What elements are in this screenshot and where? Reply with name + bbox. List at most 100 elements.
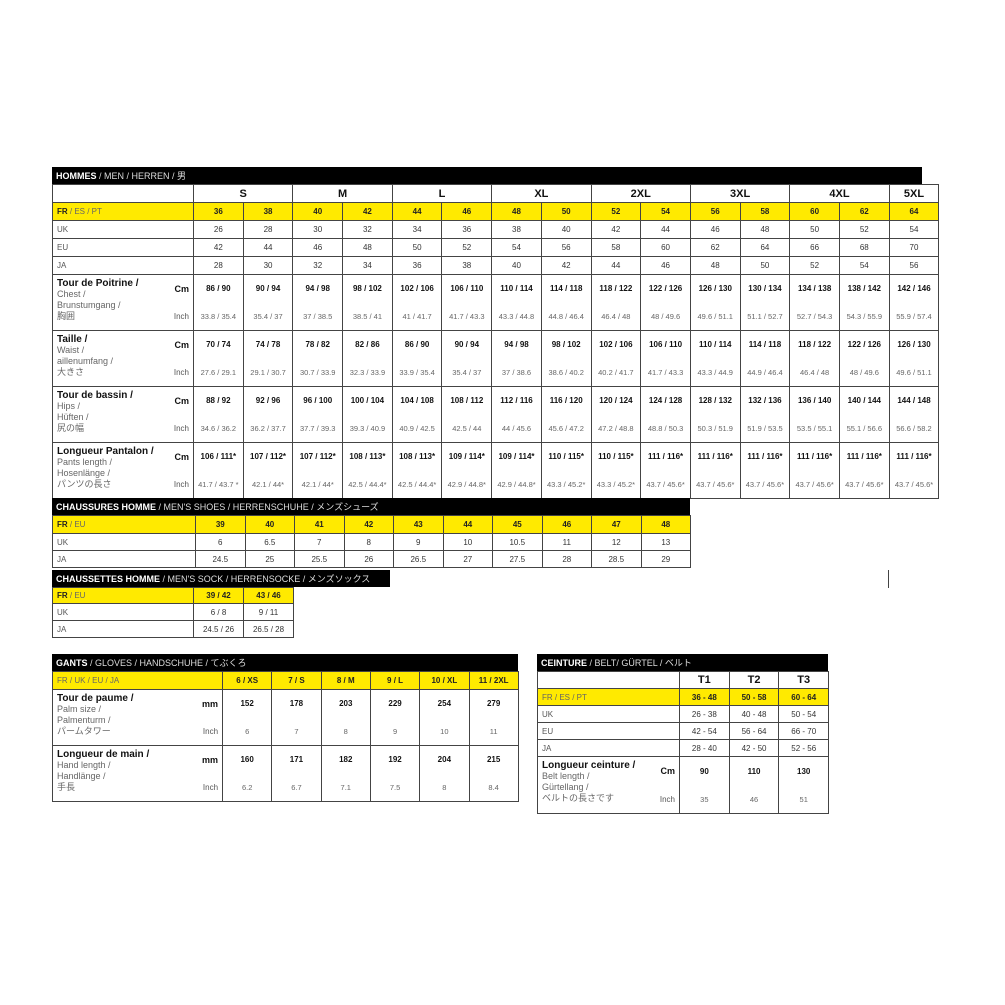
- shoes-title-main: CHAUSSURES HOMME: [56, 502, 157, 512]
- socks-title: CHAUSSETTES HOMME / MEN'S SOCK / HERRENS…: [52, 570, 390, 587]
- size-row-uk: UK 26 - 38 40 - 48 50 - 54: [537, 705, 830, 723]
- measure-cell: 130: [778, 756, 830, 785]
- size-cell: 26 - 38: [679, 705, 730, 723]
- measure-cell: 35.4 / 37: [441, 358, 493, 387]
- size-cell: 66: [789, 238, 840, 257]
- fr-size-cell: 44: [391, 202, 443, 221]
- size-cell: 52: [789, 256, 840, 275]
- measure-row: Tour de bassin / Hips / Hüften / 尻の幅 Cm 88 / …: [52, 386, 940, 443]
- size-cell: 34: [342, 256, 393, 275]
- measure-cell: 55.1 / 56.6: [838, 414, 890, 443]
- measure-cell: 44 / 45.6: [491, 414, 542, 443]
- measure-label-line: Tour de Poitrine /: [57, 278, 139, 289]
- measure-cell: 171: [271, 745, 322, 774]
- measure-cell: 109 / 114*: [441, 442, 493, 471]
- fr-size-cell: 7 / S: [271, 671, 322, 690]
- row-label: UK: [537, 705, 680, 723]
- size-cell: 36: [391, 256, 443, 275]
- size-cell: 24.5 / 26: [193, 620, 245, 638]
- measure-cell: 37 / 38.5: [292, 302, 344, 331]
- measure-cell: 49.6 / 51.1: [888, 358, 940, 387]
- size-cell: 32: [342, 220, 393, 239]
- measure-cell: 111 / 116*: [888, 442, 940, 471]
- measure-label-line: Taille /: [57, 334, 88, 345]
- measure-label-line: Chest /: [57, 289, 86, 299]
- measure-cell: 27.6 / 29.1: [193, 358, 244, 387]
- size-cell: 66 - 70: [778, 722, 830, 740]
- measure-cell: 40.9 / 42.5: [391, 414, 443, 443]
- measure-cell: 46.4 / 48: [590, 302, 642, 331]
- fr-size-cell: 54: [640, 202, 691, 221]
- measure-cell: 48.8 / 50.3: [640, 414, 691, 443]
- measure-cell: 98 / 102: [342, 274, 393, 303]
- fr-size-cell: 40: [292, 202, 344, 221]
- measure-cell: 109 / 114*: [491, 442, 542, 471]
- fr-size-cell: 43: [393, 515, 444, 534]
- size-row-ja: JA 28 - 40 42 - 50 52 - 56: [537, 739, 830, 757]
- size-group-row: T1 T2 T3: [537, 671, 830, 689]
- measure-cell: 52.7 / 54.3: [789, 302, 840, 331]
- size-cell: 54: [838, 256, 890, 275]
- measure-cell: 106 / 110: [640, 330, 691, 359]
- measure-cell: 110 / 114: [491, 274, 542, 303]
- measure-label: Longueur Pantalon / Pants length / Hosenlä…: [52, 442, 164, 499]
- measure-cell: 116 / 120: [540, 386, 592, 415]
- measure-cell: 51.1 / 52.7: [739, 302, 791, 331]
- measure-label-line: Tour de bassin /: [57, 390, 133, 401]
- size-cell: 6.5: [244, 533, 296, 551]
- size-cell: 26.5: [393, 550, 444, 568]
- fr-label-main: FR: [57, 520, 68, 529]
- measure-cell: 88 / 92: [193, 386, 244, 415]
- size-cell: 36: [441, 220, 493, 239]
- belt-title: CEINTURE / BELT/ GÜRTEL / ベルト: [537, 654, 828, 671]
- men-size-chart: HOMMES / MEN / HERREN / 男 S M L XL 2XL 3XL 4XL 5…: [52, 167, 940, 499]
- size-cell: 52 - 56: [778, 739, 830, 757]
- measure-cell: 34.6 / 36.2: [193, 414, 244, 443]
- measure-cell: 42.1 / 44*: [292, 470, 344, 499]
- measure-cell: 86 / 90: [193, 274, 244, 303]
- measure-cell: 6.2: [222, 773, 273, 802]
- belt-title-main: CEINTURE: [541, 658, 588, 668]
- size-cell: 48: [739, 220, 791, 239]
- measure-label-line: Hüften /: [57, 412, 89, 422]
- size-row-ja: JA 24.5 / 26 26.5 / 28: [51, 620, 295, 638]
- size-cell: 48: [689, 256, 741, 275]
- measure-row-inch: Inch 6 7 8 9 10 11: [53, 717, 519, 746]
- fr-size-cell: 6 / XS: [222, 671, 273, 690]
- size-cell: 28: [193, 256, 244, 275]
- fr-size-cell: 42: [342, 202, 393, 221]
- measure-cell: 43.3 / 44.8: [491, 302, 542, 331]
- unit-label: Cm: [163, 330, 194, 359]
- fr-size-cell: 38: [242, 202, 294, 221]
- empty-cell: [537, 671, 680, 689]
- measure-cell: 122 / 126: [838, 330, 890, 359]
- measure-cell: 215: [468, 745, 519, 774]
- size-group-T1: T1: [679, 671, 730, 689]
- fr-size-cell: 48: [491, 202, 542, 221]
- measure-cell: 70 / 74: [193, 330, 244, 359]
- belt-table: T1 T2 T3 FR / ES / PT 36 - 48 50 - 58 60 - 64 U…: [537, 671, 830, 814]
- size-cell: 25: [244, 550, 296, 568]
- measure-cell: 106 / 110: [441, 274, 493, 303]
- size-group-5XL: 5XL: [888, 184, 940, 203]
- size-cell: 28 - 40: [679, 739, 730, 757]
- measure-cell: 43.7 / 45.6*: [838, 470, 890, 499]
- unit-label: Inch: [192, 773, 224, 802]
- measure-label-line: 胸囲: [57, 311, 76, 321]
- size-cell: 50: [739, 256, 791, 275]
- size-cell: 26: [193, 220, 244, 239]
- size-cell: 46: [292, 238, 344, 257]
- gloves-title-main: GANTS: [56, 658, 88, 668]
- men-title-translations: / MEN / HERREN / 男: [96, 171, 187, 181]
- measure-label-line: Hand length /: [57, 760, 111, 770]
- measure-cell: 51: [778, 785, 830, 814]
- size-cell: 27.5: [492, 550, 543, 568]
- fr-size-cell: 50: [540, 202, 592, 221]
- size-cell: 48: [342, 238, 393, 257]
- size-group-XL: XL: [491, 184, 592, 203]
- fr-size-cell: 43 / 46: [243, 587, 295, 604]
- fr-label-rest: FR / ES / PT: [542, 692, 587, 702]
- measure-cell: 229: [369, 689, 421, 718]
- size-cell: 30: [242, 256, 294, 275]
- measure-cell: 10: [419, 717, 470, 746]
